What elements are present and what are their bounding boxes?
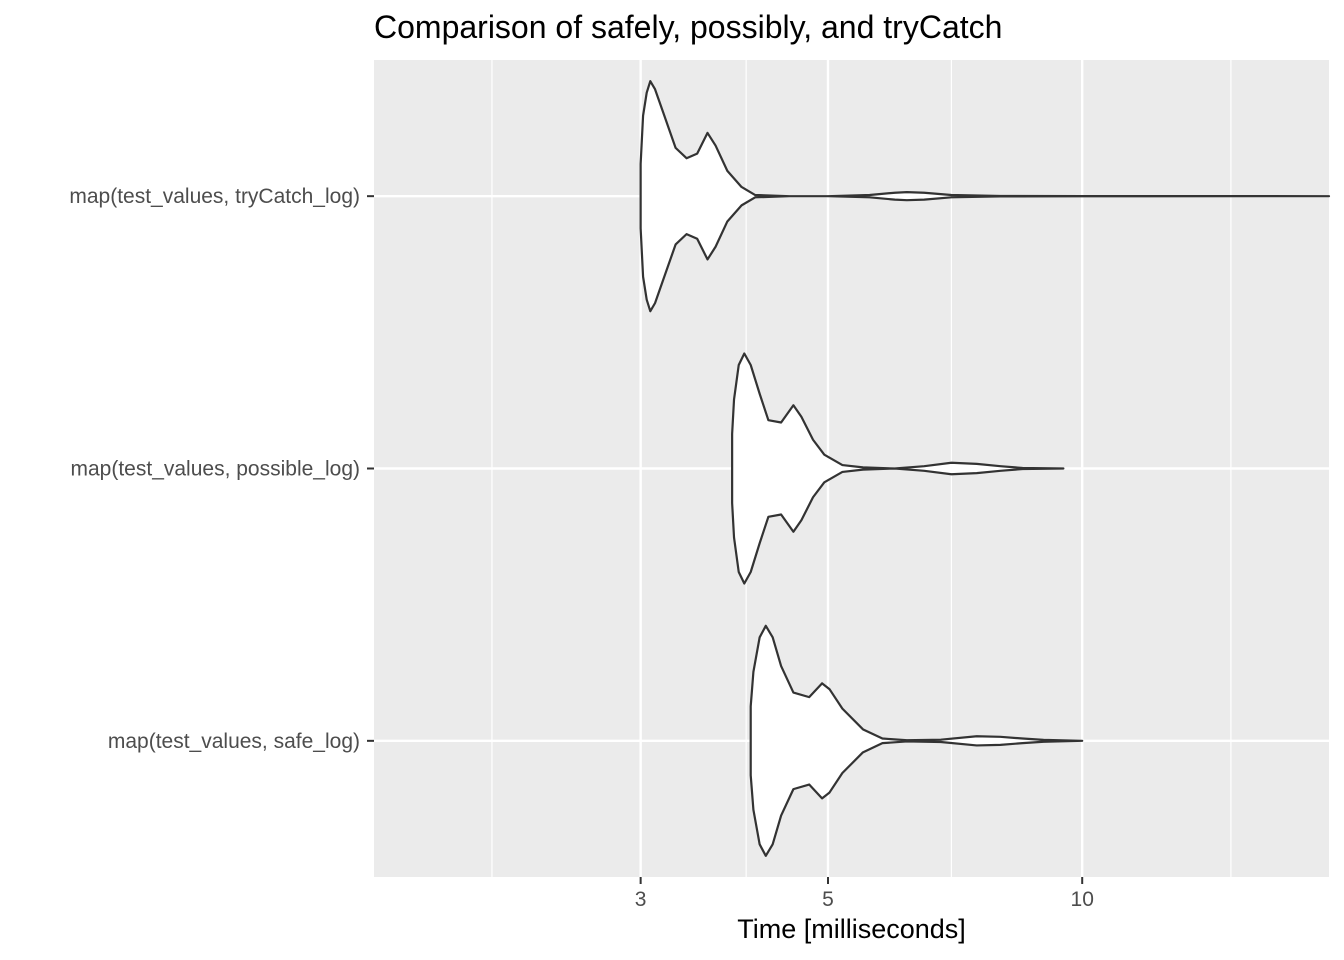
x-axis: 3 5 10 bbox=[635, 877, 1094, 911]
y-axis: map(test_values, tryCatch_log) map(test_v… bbox=[69, 185, 374, 753]
x-tick-label: 3 bbox=[635, 888, 647, 911]
violin-3 bbox=[749, 624, 1084, 857]
chart-title: Comparison of safely, possibly, and tryC… bbox=[374, 9, 1002, 45]
y-tick-label: map(test_values, possible_log) bbox=[71, 458, 361, 481]
x-tick-label: 10 bbox=[1071, 888, 1094, 911]
violins bbox=[639, 80, 1331, 857]
x-tick-label: 5 bbox=[822, 888, 834, 911]
violin-2 bbox=[731, 352, 1065, 585]
y-tick-label: map(test_values, safe_log) bbox=[108, 730, 360, 753]
x-axis-title: Time [milliseconds] bbox=[737, 914, 966, 944]
y-tick-label: map(test_values, tryCatch_log) bbox=[69, 185, 360, 208]
violin-1 bbox=[639, 80, 1331, 313]
